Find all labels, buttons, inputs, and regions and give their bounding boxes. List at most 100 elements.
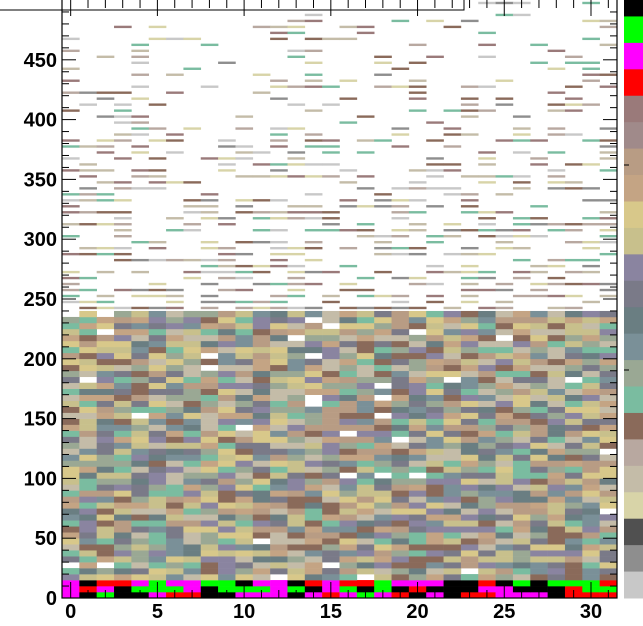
heatmap-cell: [582, 472, 600, 479]
heatmap-cell: [287, 370, 306, 378]
heatmap-cell: [218, 430, 236, 437]
heatmap-cell: [62, 550, 80, 557]
heatmap-cell: [599, 514, 618, 521]
heatmap-cell: [96, 448, 115, 455]
heatmap-cell: [131, 370, 150, 378]
heatmap-cell: [287, 306, 306, 310]
heatmap-cell: [547, 334, 566, 342]
heatmap-cell: [96, 223, 115, 226]
heatmap-cell: [62, 157, 80, 160]
heatmap-cell: [512, 538, 531, 545]
heatmap-cell: [478, 424, 496, 431]
heatmap-cell: [356, 382, 375, 389]
heatmap-cell: [599, 282, 618, 286]
heatmap-cell: [339, 454, 358, 461]
heatmap-cell: [530, 418, 548, 425]
heatmap-cell: [391, 358, 410, 366]
heatmap-cell: [166, 376, 184, 384]
heatmap-cell: [460, 300, 479, 304]
heatmap-cell: [495, 316, 514, 324]
heatmap-cell: [495, 508, 514, 515]
heatmap-cell: [114, 442, 132, 449]
heatmap-cell: [478, 328, 496, 336]
heatmap-cell: [582, 310, 600, 318]
heatmap-cell: [547, 181, 566, 184]
heatmap-cell: [304, 496, 323, 503]
heatmap-cell: [512, 246, 531, 250]
heatmap-cell: [183, 388, 202, 395]
heatmap-cell: [252, 574, 271, 581]
heatmap-cell: [374, 544, 392, 551]
heatmap-cell: [200, 550, 219, 557]
heatmap-cell: [79, 175, 97, 178]
heatmap-cell: [478, 109, 496, 112]
heatmap-cell: [322, 175, 340, 178]
heatmap-cell: [166, 544, 184, 551]
heatmap-cell: [270, 550, 288, 557]
heatmap-cell: [218, 568, 236, 575]
heatmap-cell: [252, 520, 271, 527]
heatmap-cell: [322, 520, 340, 527]
heatmap-cell: [443, 346, 462, 354]
heatmap-cell: [79, 316, 97, 324]
heatmap-cell: [131, 538, 150, 545]
heatmap-cell: [166, 133, 184, 136]
heatmap-cell: [79, 388, 97, 395]
heatmap-cell: [530, 205, 548, 208]
heatmap-cell: [287, 550, 306, 557]
heatmap-cell: [252, 412, 271, 419]
heatmap-cell: [183, 472, 202, 479]
heatmap-cell: [460, 496, 479, 503]
heatmap-cell: [235, 574, 254, 581]
heatmap-cell: [374, 490, 392, 497]
heatmap-cell: [270, 346, 288, 354]
heatmap-cell: [495, 388, 514, 395]
heatmap-cell: [131, 562, 150, 569]
heatmap-cell: [564, 442, 583, 449]
heatmap-cell: [356, 478, 375, 485]
heatmap-cell: [374, 310, 392, 318]
heatmap-cell: [79, 526, 97, 533]
heatmap-cell: [114, 502, 132, 509]
heatmap-cell: [339, 478, 358, 485]
heatmap-cell: [408, 382, 427, 389]
heatmap-cell: [443, 520, 462, 527]
heatmap-cell: [183, 199, 202, 202]
heatmap-cell: [287, 478, 306, 485]
heatmap-cell: [391, 550, 410, 557]
heatmap-cell: [96, 306, 115, 310]
heatmap-cell: [131, 478, 150, 485]
heatmap-cell: [356, 424, 375, 431]
heatmap-cell: [131, 382, 150, 389]
heatmap-cell: [287, 246, 306, 250]
heatmap-cell: [183, 334, 202, 342]
heatmap-cell: [582, 217, 600, 220]
heatmap-cell: [166, 424, 184, 431]
heatmap-cell: [322, 211, 340, 214]
heatmap-cell: [96, 574, 115, 581]
heatmap-cell: [114, 520, 132, 527]
heatmap-cell: [166, 472, 184, 479]
heatmap-cell: [495, 322, 514, 330]
heatmap-cell: [79, 478, 97, 485]
heatmap-cell: [200, 544, 219, 551]
heatmap-cell: [391, 532, 410, 539]
heatmap-cell: [512, 322, 531, 330]
heatmap-cell: [460, 466, 479, 473]
heatmap-cell: [166, 139, 184, 142]
heatmap-cell: [114, 478, 132, 485]
heatmap-cell: [443, 328, 462, 336]
heatmap-cell: [96, 252, 115, 256]
heatmap-cell: [131, 346, 150, 354]
heatmap-cell: [114, 340, 132, 348]
heatmap-cell: [495, 484, 514, 491]
heatmap-cell: [235, 502, 254, 509]
heatmap-cell: [547, 484, 566, 491]
heatmap-cell: [512, 556, 531, 563]
heatmap-cell: [582, 103, 600, 106]
heatmap-cell: [599, 352, 618, 360]
heatmap-cell: [148, 442, 167, 449]
heatmap-cell: [564, 484, 583, 491]
heatmap-cell: [582, 562, 600, 569]
heatmap-cell: [599, 294, 618, 298]
